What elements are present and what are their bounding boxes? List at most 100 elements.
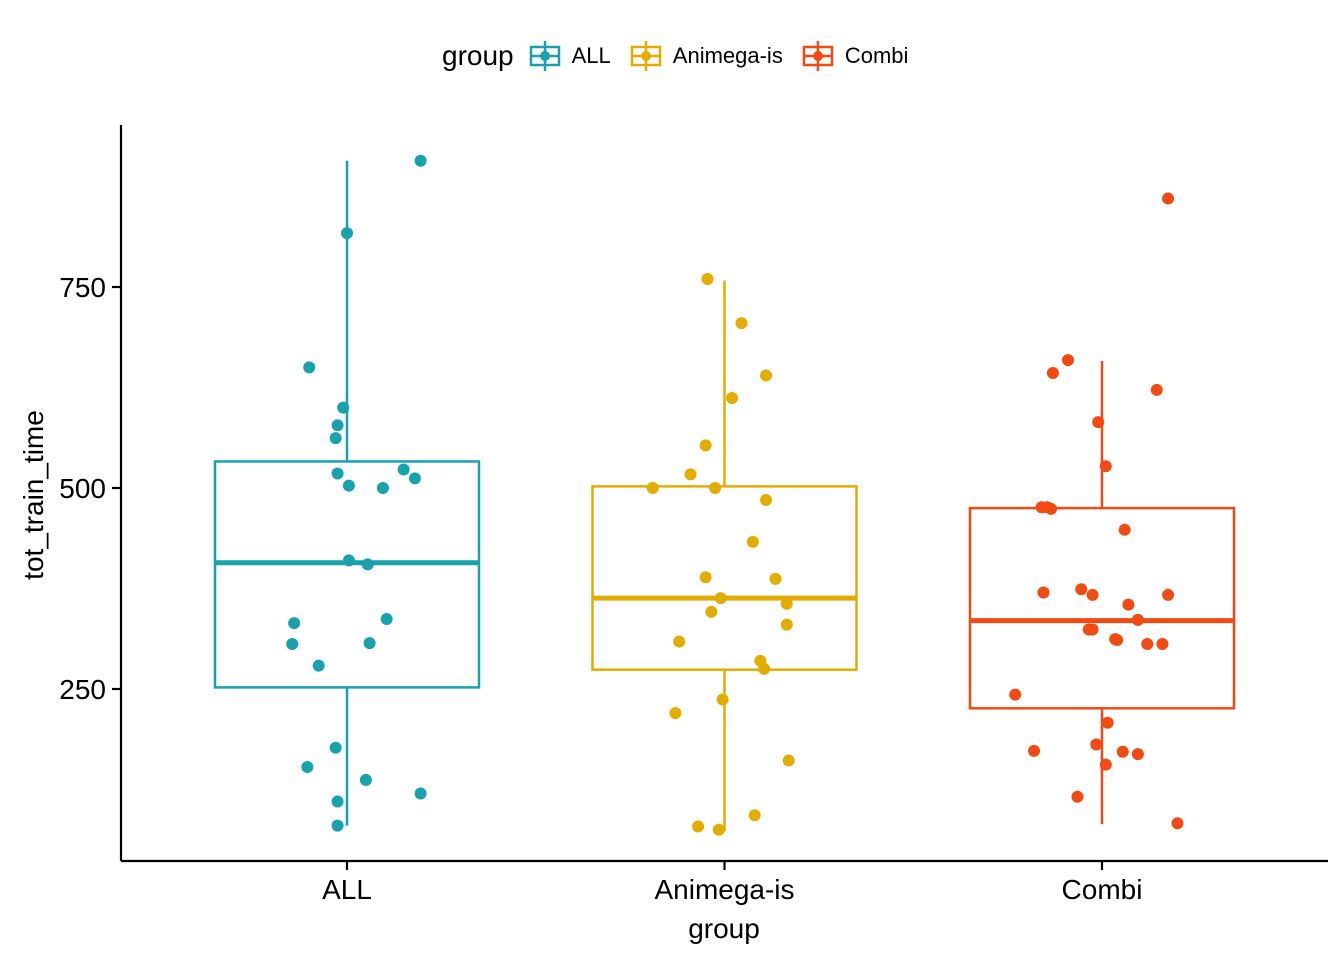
data-point-animega-is (705, 605, 718, 618)
data-point-combi (1086, 588, 1099, 601)
data-point-combi (1037, 586, 1050, 599)
legend-item-combi: Combi (801, 41, 909, 71)
data-point-all (376, 482, 389, 494)
data-point-combi (1071, 790, 1084, 803)
x-tick-label: Combi (1062, 874, 1143, 905)
data-point-all (361, 558, 374, 571)
data-point-all (414, 787, 427, 800)
data-point-animega-is (758, 662, 771, 675)
y-tick-label: 750 (59, 272, 106, 303)
data-point-combi (1092, 416, 1105, 429)
legend: group ALL Animega-is Combi (442, 36, 926, 76)
data-point-combi (1062, 354, 1075, 367)
data-point-all (331, 795, 344, 808)
data-point-combi (1171, 817, 1184, 830)
data-point-animega-is (748, 809, 761, 822)
data-point-animega-is (716, 693, 729, 706)
y-axis-ticks: 250 500 750 (59, 272, 121, 705)
data-point-animega-is (760, 369, 773, 382)
data-point-all (288, 617, 301, 630)
data-point-animega-is (782, 754, 795, 767)
data-point-all (331, 419, 344, 432)
data-point-all (414, 154, 427, 167)
data-point-all (331, 819, 344, 832)
y-tick-label: 250 (59, 674, 106, 705)
data-point-combi (1118, 523, 1131, 536)
data-point-combi (1101, 716, 1114, 729)
series-animega-is (591, 272, 858, 836)
data-point-animega-is (780, 597, 793, 610)
legend-label-combi: Combi (844, 43, 909, 68)
data-point-combi (1075, 583, 1088, 596)
data-point-all (329, 741, 342, 754)
data-point-combi (1090, 738, 1103, 751)
data-point-animega-is (780, 618, 793, 631)
legend-label-all: ALL (571, 43, 611, 68)
data-point-combi (1131, 748, 1144, 761)
data-point-all (286, 637, 299, 650)
data-point-combi (1156, 637, 1169, 650)
data-point-combi (1141, 637, 1154, 650)
data-point-all (342, 554, 355, 567)
data-point-combi (1111, 633, 1124, 646)
data-point-all (397, 463, 410, 476)
data-point-animega-is (692, 820, 705, 833)
data-point-all (359, 773, 372, 786)
data-point-animega-is (746, 535, 759, 548)
data-point-animega-is (684, 468, 697, 481)
y-tick-label: 500 (59, 473, 106, 504)
data-point-animega-is (712, 823, 725, 836)
data-point-all (342, 479, 355, 492)
data-point-combi (1162, 192, 1175, 205)
data-point-all (408, 472, 421, 485)
box-all (213, 460, 481, 689)
data-point-combi (1045, 502, 1058, 515)
legend-title: group (442, 40, 514, 71)
data-point-animega-is (735, 317, 748, 330)
plot-area (213, 154, 1236, 836)
data-point-animega-is (709, 482, 722, 494)
data-point-all (331, 467, 344, 480)
x-axis-ticks: ALL Animega-is Combi (322, 861, 1142, 905)
data-point-combi (1099, 460, 1112, 473)
data-point-combi (1116, 745, 1129, 758)
x-tick-label: ALL (322, 874, 372, 905)
x-axis-title: group (688, 913, 760, 944)
data-point-animega-is (769, 572, 782, 585)
data-point-animega-is (699, 439, 712, 452)
data-point-animega-is (760, 494, 773, 507)
legend-key-all-icon (529, 41, 560, 71)
data-point-all (363, 637, 376, 650)
data-point-combi (1099, 758, 1112, 771)
data-point-animega-is (646, 482, 659, 494)
data-point-combi (1131, 613, 1144, 626)
data-point-animega-is (669, 707, 682, 720)
data-point-animega-is (726, 391, 739, 404)
data-point-animega-is (714, 592, 727, 605)
data-point-all (303, 361, 316, 374)
series-all (213, 154, 481, 832)
y-axis-title: tot_train_time (18, 410, 49, 580)
legend-item-all: ALL (528, 41, 611, 71)
legend-label-animega-is: Animega-is (672, 43, 783, 68)
data-point-all (301, 760, 314, 773)
box-animega-is (591, 485, 858, 671)
data-point-all (341, 227, 353, 240)
legend-item-animega-is: Animega-is (629, 41, 783, 71)
data-point-animega-is (701, 272, 714, 285)
legend-key-combi-icon (802, 41, 834, 71)
box-combi (968, 506, 1236, 710)
data-point-all (312, 659, 325, 672)
x-tick-label: Animega-is (654, 874, 794, 905)
legend-key-animega-is-icon (630, 41, 662, 71)
data-point-combi (1028, 744, 1041, 757)
data-point-combi (1086, 623, 1099, 636)
data-point-all (337, 401, 350, 414)
data-point-combi (1122, 598, 1135, 611)
data-point-combi (1150, 383, 1163, 396)
data-point-all (329, 432, 342, 445)
data-point-combi (1162, 588, 1175, 601)
series-combi (968, 192, 1236, 830)
data-point-combi (1046, 367, 1059, 380)
